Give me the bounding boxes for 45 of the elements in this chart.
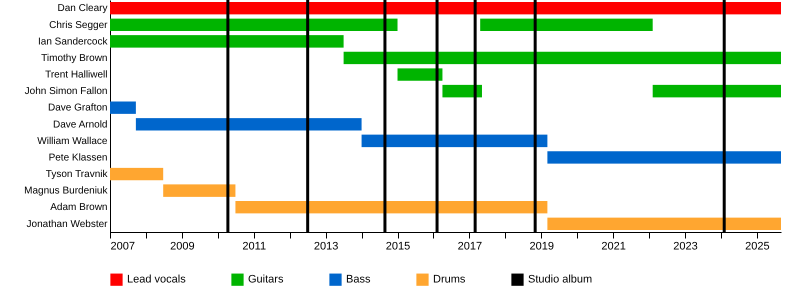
y-tick-label: Timothy Brown [41, 52, 108, 64]
y-tick-label: Dan Cleary [57, 3, 108, 14]
x-tick-label: 2009 [170, 240, 195, 252]
y-tick-label: Ian Sandercock [38, 36, 108, 48]
x-tick-label: 2015 [386, 240, 410, 252]
y-tick-label: Dave Grafton [48, 102, 108, 114]
y-tick-label: William Wallace [37, 136, 108, 147]
y-tick-label: Jonathan Webster [26, 218, 108, 230]
bar [344, 52, 781, 64]
bar [110, 101, 136, 114]
bar [362, 134, 548, 148]
bar [442, 84, 482, 98]
bar [398, 68, 442, 81]
y-tick-label: Trent Halliwell [45, 70, 108, 81]
y-tick-label: Pete Klassen [48, 152, 108, 164]
x-tick-label: 2025 [745, 240, 770, 252]
bar [652, 84, 781, 98]
y-tick-label: Dave Arnold [53, 119, 108, 130]
legend-label: Guitars [248, 274, 284, 286]
bar [110, 2, 781, 14]
legend-label: Bass [346, 274, 371, 286]
y-tick-label: Adam Brown [50, 202, 108, 214]
x-tick-label: 2007 [110, 240, 135, 252]
x-tick-label: 2021 [601, 240, 626, 252]
bar [110, 18, 398, 32]
bar [547, 218, 781, 230]
y-tick-label: John Simon Fallon [24, 86, 108, 98]
bar [110, 35, 344, 48]
bar [547, 151, 781, 164]
bar [110, 168, 164, 180]
y-tick-label: Magnus Burdeniuk [24, 186, 108, 197]
bar [480, 18, 653, 32]
legend-label: Drums [433, 274, 466, 286]
x-tick-label: 2013 [314, 240, 338, 252]
x-tick-label: 2011 [242, 240, 266, 252]
y-tick-label: Chris Segger [49, 20, 108, 31]
x-tick-label: 2017 [458, 240, 482, 252]
legend-label: Lead vocals [127, 274, 186, 286]
bar [163, 184, 236, 197]
y-tick-label: Tyson Travnik [46, 169, 108, 180]
x-tick-label: 2019 [530, 240, 554, 252]
bar [136, 118, 362, 131]
x-tick-label: 2023 [673, 240, 698, 252]
bar [235, 200, 548, 214]
legend-label: Studio album [528, 274, 592, 286]
